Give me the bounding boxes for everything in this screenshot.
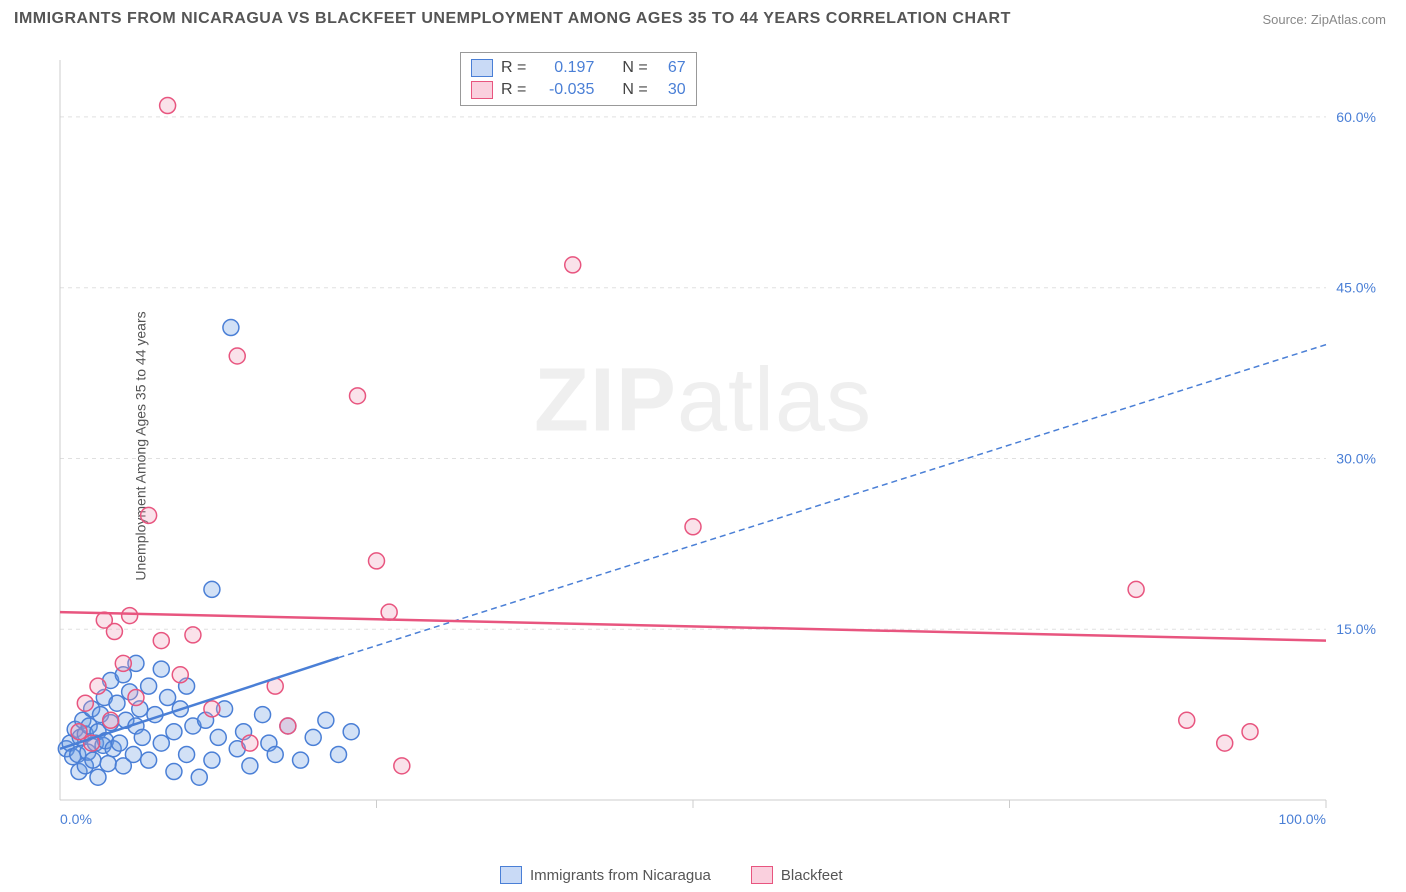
swatch-pink: [751, 866, 773, 884]
svg-text:45.0%: 45.0%: [1336, 280, 1376, 296]
chart-title: IMMIGRANTS FROM NICARAGUA VS BLACKFEET U…: [14, 10, 1011, 28]
legend: Immigrants from Nicaragua Blackfeet: [500, 866, 843, 884]
n-label: N =: [622, 81, 647, 99]
r-value: -0.035: [534, 81, 594, 99]
r-label: R =: [501, 81, 526, 99]
legend-label: Blackfeet: [781, 867, 843, 884]
swatch-blue: [471, 59, 493, 77]
r-value: 0.197: [534, 59, 594, 77]
svg-text:0.0%: 0.0%: [60, 811, 92, 827]
legend-item: Blackfeet: [751, 866, 843, 884]
n-value: 30: [656, 81, 686, 99]
plot-svg: 0.0% 100.0% 15.0% 30.0% 45.0% 60.0%: [50, 50, 1386, 840]
swatch-pink: [471, 81, 493, 99]
svg-text:30.0%: 30.0%: [1336, 450, 1376, 466]
scatter-plot: 0.0% 100.0% 15.0% 30.0% 45.0% 60.0%: [50, 50, 1386, 840]
n-value: 67: [656, 59, 686, 77]
n-label: N =: [622, 59, 647, 77]
svg-text:15.0%: 15.0%: [1336, 621, 1376, 637]
swatch-blue: [500, 866, 522, 884]
source-attribution: Source: ZipAtlas.com: [1262, 12, 1386, 27]
stats-row: R = -0.035 N = 30: [471, 79, 686, 101]
legend-label: Immigrants from Nicaragua: [530, 867, 711, 884]
svg-text:100.0%: 100.0%: [1279, 811, 1326, 827]
legend-item: Immigrants from Nicaragua: [500, 866, 711, 884]
svg-text:60.0%: 60.0%: [1336, 109, 1376, 125]
source-name: ZipAtlas.com: [1311, 12, 1386, 27]
r-label: R =: [501, 59, 526, 77]
source-prefix: Source:: [1262, 12, 1310, 27]
correlation-stats-box: R = 0.197 N = 67 R = -0.035 N = 30: [460, 52, 697, 106]
stats-row: R = 0.197 N = 67: [471, 57, 686, 79]
